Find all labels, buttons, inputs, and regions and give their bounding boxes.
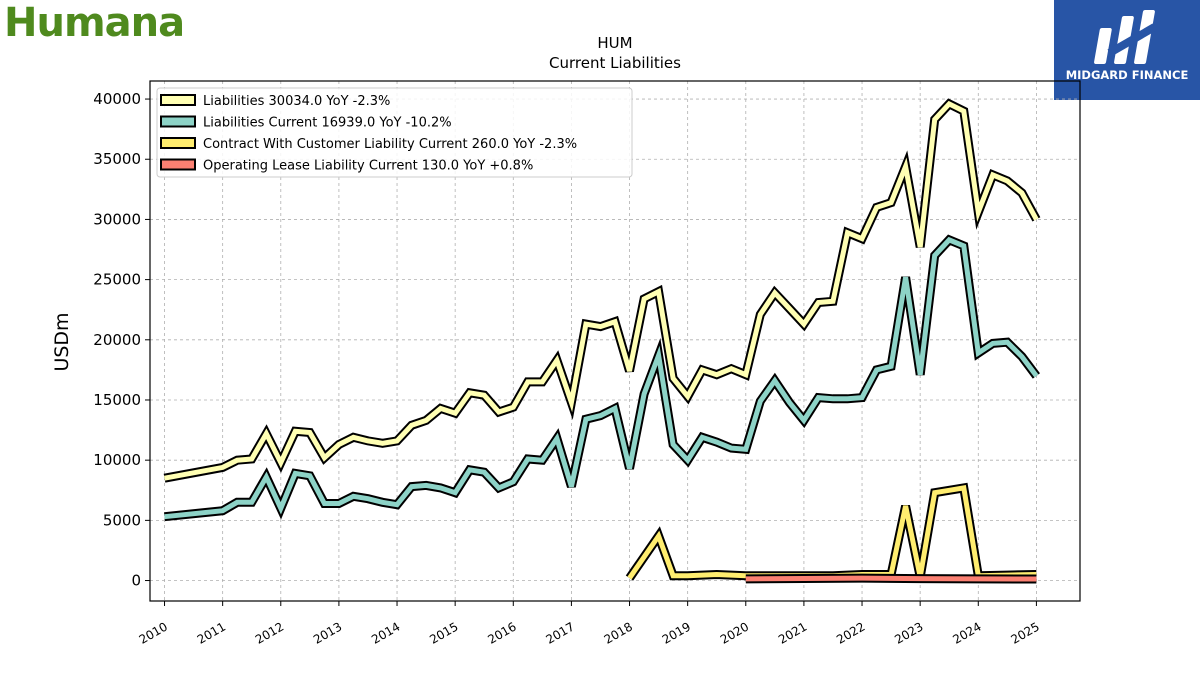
legend-swatch [160, 115, 196, 128]
x-axis: 2010 2011 2012 2013 2014 2015 2016 2017 2018 2019… [137, 601, 1042, 647]
x-tick-label: 2012 [253, 619, 286, 646]
x-tick-label: 2017 [543, 619, 576, 646]
y-axis-label: USDm [51, 312, 73, 371]
x-tick-label: 2014 [369, 619, 402, 646]
chart-title: HUM [597, 34, 632, 52]
series-line [745, 575, 1037, 582]
publisher-badge: MIDGARD FINANCE [1054, 0, 1200, 100]
legend-swatch [160, 137, 196, 149]
x-tick-label: 2011 [195, 619, 228, 646]
x-tick-label: 2019 [660, 619, 693, 646]
y-tick-label: 20000 [93, 331, 141, 349]
legend-label: Operating Lease Liability Current 130.0 … [203, 159, 533, 174]
y-tick-label: 0 [131, 572, 141, 590]
x-tick-label: 2024 [950, 619, 983, 646]
legend-swatch [160, 158, 196, 171]
legend-label: Liabilities Current 16939.0 YoY -10.2% [203, 116, 452, 131]
y-tick-label: 15000 [93, 391, 141, 409]
legend-swatch [160, 94, 196, 106]
x-tick-label: 2010 [137, 619, 170, 646]
publisher-logo-icon [1094, 10, 1157, 64]
plot-lines [163, 98, 1041, 584]
series-line [164, 236, 1039, 520]
humana-logo: Humana [4, 0, 185, 46]
x-tick-label: 2025 [1008, 619, 1041, 646]
y-axis: 0 5000 10000 15000 20000 25000 30000 35000 40000 [93, 90, 150, 590]
y-tick-label: 30000 [93, 210, 141, 228]
x-tick-label: 2013 [311, 619, 344, 646]
x-tick-label: 2020 [718, 619, 751, 646]
plot-frame [149, 80, 1081, 602]
x-tick-label: 2018 [602, 619, 635, 646]
y-tick-label: 10000 [93, 451, 141, 469]
legend-label: Contract With Customer Liability Current… [203, 137, 577, 152]
x-tick-label: 2023 [892, 619, 925, 646]
y-tick-label: 35000 [93, 150, 141, 168]
legend-label: Liabilities 30034.0 YoY -2.3% [203, 94, 390, 109]
x-tick-label: 2015 [427, 619, 460, 646]
legend: Liabilities 30034.0 YoY -2.3% Liabilities… [156, 87, 633, 178]
series-line [164, 100, 1039, 481]
y-tick-label: 40000 [93, 90, 141, 108]
legend-box [156, 87, 633, 178]
y-tick-label: 5000 [103, 511, 141, 529]
publisher-name: MIDGARD FINANCE [1065, 68, 1189, 82]
x-tick-label: 2016 [485, 619, 518, 646]
x-tick-label: 2021 [776, 619, 809, 646]
y-tick-label: 25000 [93, 271, 141, 289]
chart-subtitle: Current Liabilities [549, 54, 681, 72]
x-tick-label: 2022 [834, 619, 867, 646]
